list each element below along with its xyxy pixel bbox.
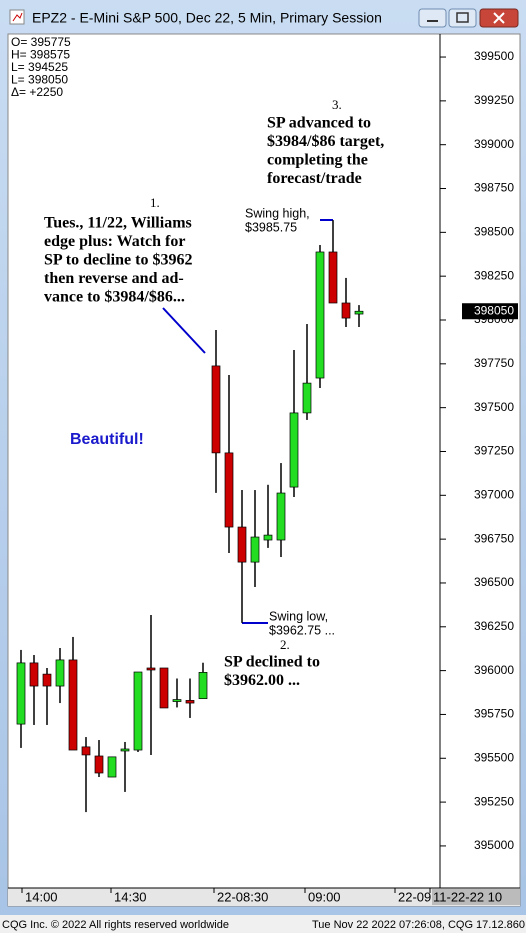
candle-body [42,673,52,687]
last-price-label: 398050 [474,303,514,317]
annotation-line: SP to decline to $3962 [44,252,192,269]
y-tick-label: 395500 [474,750,514,764]
annotation-line: Tues., 11/22, Williams [44,215,192,232]
status-bar [0,915,526,933]
candle-body [250,536,260,563]
candle-body [276,492,286,541]
candle-body [133,671,143,751]
footer-right: Tue Nov 22 2022 07:26:08, CQG 17.12.860 [312,919,525,931]
x-tick-label: 14:30 [114,889,147,904]
swing-low-label: Swing low, [269,609,328,623]
y-tick-label: 396250 [474,619,514,633]
candle-body [120,748,130,752]
window-icon [9,9,25,25]
candle-body [328,251,338,304]
y-tick-label: 399000 [474,137,514,151]
x-tick-label: 22-08:30 [217,889,268,904]
annotation-number: 1. [150,195,160,210]
chart-area [7,33,521,907]
candle-body [185,700,195,704]
y-tick-label: 396000 [474,663,514,677]
annotation-line: forecast/trade [267,170,362,187]
y-tick-label: 395250 [474,794,514,808]
annotation-number: 3. [332,97,342,112]
annotation-line: $3962.00 ... [224,672,300,689]
candle-body [55,659,65,687]
candle-body [211,365,221,454]
footer-left: CQG Inc. © 2022 All rights reserved worl… [2,919,229,931]
ohlc-info: O= 395775 [11,35,71,49]
x-tick-label: 09:00 [308,889,341,904]
y-tick-label: 397250 [474,444,514,458]
annotation-line: $3984/$86 target, [267,133,384,150]
y-tick-label: 395000 [474,838,514,852]
annotation-line: then reverse and ad- [44,270,184,287]
swing-low-label: $3962.75 ... [269,623,335,637]
candle-body [302,382,312,414]
current-time-box [432,889,520,905]
candle-body [354,310,364,315]
candle-body [341,302,351,319]
candle-body [68,659,78,751]
annotation-line: SP advanced to [267,115,371,132]
candle-body [224,452,234,528]
candle-body [146,667,156,671]
y-tick-label: 396750 [474,531,514,545]
y-tick-label: 397750 [474,356,514,370]
y-tick-label: 398500 [474,225,514,239]
y-tick-label: 395750 [474,707,514,721]
y-tick-label: 398250 [474,268,514,282]
icon-glyph [12,12,23,22]
ohlc-info: L= 394525 [11,60,68,74]
annotation-line: vance to $3984/$86... [44,289,185,306]
candle-body [237,526,247,563]
swing-high-label: $3985.75 [245,220,297,234]
remark: Beautiful! [70,431,144,448]
annotation-number: 2. [280,637,290,652]
x-tick-label: 11-22-22 10 [433,889,502,904]
ohlc-info: Δ= +2250 [11,85,63,99]
ohlc-info: H= 398575 [11,48,70,62]
last-price-box [462,303,518,320]
minimize-button[interactable] [418,8,447,28]
candle-body [263,534,273,541]
y-tick-label: 399250 [474,93,514,107]
y-tick-label: 398750 [474,181,514,195]
maximize-button[interactable] [448,8,477,28]
candle-body [94,755,104,774]
annotation-line: completing the [267,152,368,169]
x-tick-label: 14:00 [25,889,58,904]
swing-high-label: Swing high, [245,206,310,220]
y-tick-label: 397500 [474,400,514,414]
candle-body [159,667,169,709]
y-tick-label: 396500 [474,575,514,589]
pointer-line [162,307,206,354]
candle-body [198,672,208,700]
candle-body [172,699,182,702]
y-tick-label: 397000 [474,487,514,501]
y-tick-label: 399500 [474,49,514,63]
candle-body [29,662,39,687]
ohlc-info: L= 398050 [11,73,68,87]
annotation-line: SP declined to [224,654,320,671]
candle-body [16,662,26,725]
candle-body [81,746,91,756]
candle-body [107,756,117,778]
window-title: EPZ2 - E-Mini S&P 500, Dec 22, 5 Min, Pr… [32,10,382,26]
candle-body [289,412,299,488]
candle-body [315,251,325,379]
time-axis-bar [8,888,520,906]
annotation-line: edge plus: Watch for [44,233,185,250]
